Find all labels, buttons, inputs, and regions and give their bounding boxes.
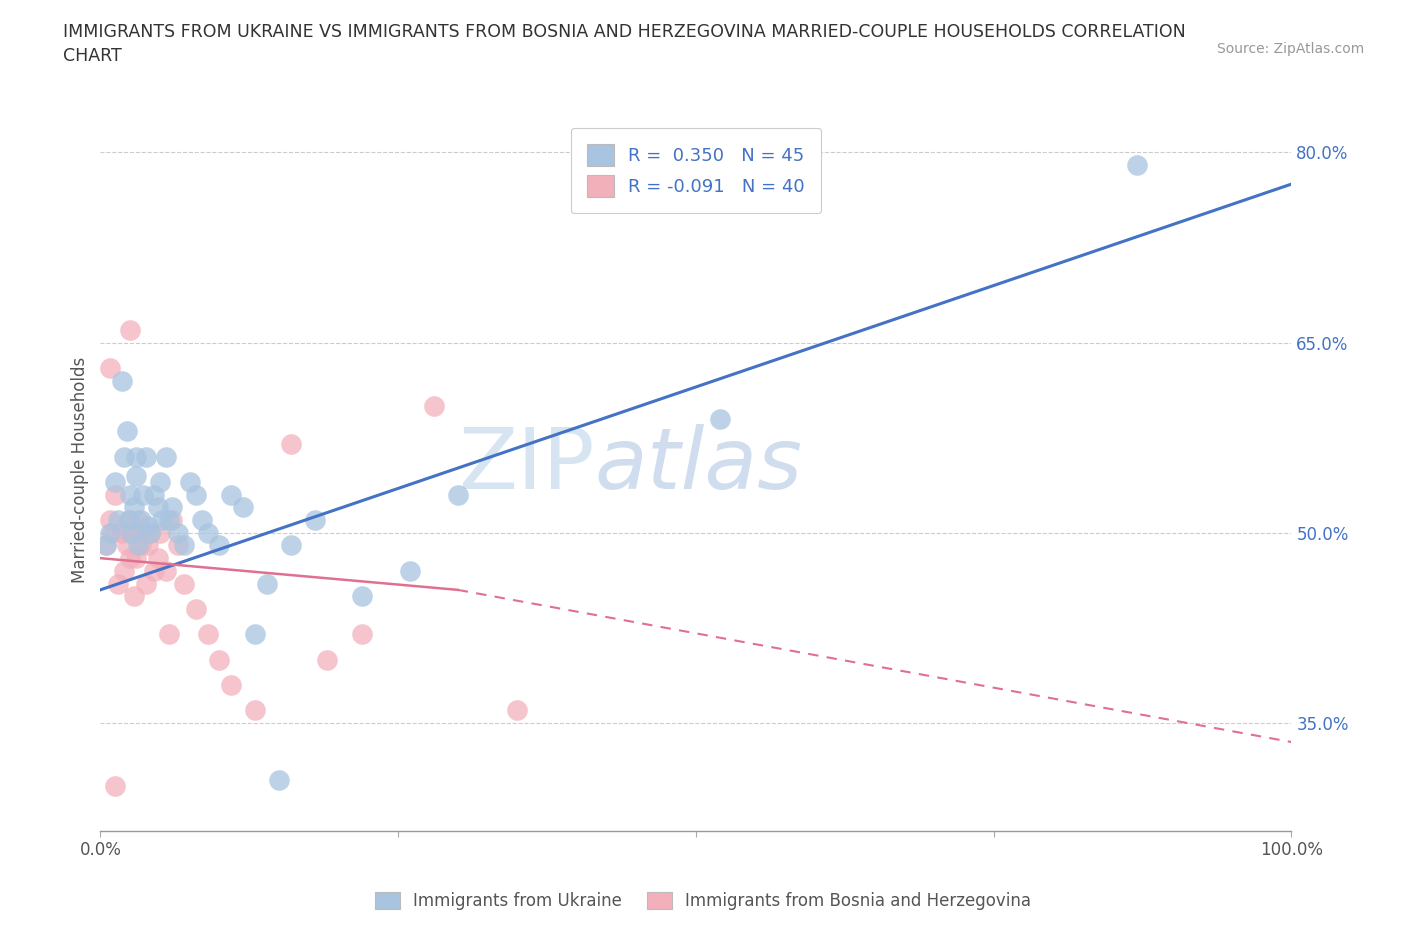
Point xyxy=(129,538,152,553)
Point xyxy=(256,576,278,591)
Point xyxy=(122,500,145,515)
Point xyxy=(96,538,118,553)
Point xyxy=(146,551,169,565)
Point xyxy=(221,487,243,502)
Point xyxy=(150,512,173,527)
Text: Source: ZipAtlas.com: Source: ZipAtlas.com xyxy=(1216,42,1364,56)
Point xyxy=(122,589,145,604)
Point xyxy=(173,576,195,591)
Point xyxy=(111,373,134,388)
Point xyxy=(155,449,177,464)
Text: ZIP: ZIP xyxy=(458,424,595,507)
Point xyxy=(127,512,149,527)
Point xyxy=(120,525,142,540)
Point xyxy=(315,652,337,667)
Point xyxy=(132,487,155,502)
Point xyxy=(184,487,207,502)
Point xyxy=(179,474,201,489)
Point xyxy=(159,627,181,642)
Point xyxy=(208,538,231,553)
Point xyxy=(107,576,129,591)
Point xyxy=(208,652,231,667)
Point xyxy=(399,564,422,578)
Point xyxy=(136,519,159,534)
Point xyxy=(127,538,149,553)
Point xyxy=(352,589,374,604)
Point xyxy=(197,627,219,642)
Text: atlas: atlas xyxy=(595,424,803,507)
Point xyxy=(115,424,138,439)
Point xyxy=(129,512,152,527)
Point xyxy=(352,627,374,642)
Point xyxy=(221,678,243,693)
Point xyxy=(149,525,172,540)
Point xyxy=(125,449,148,464)
Point xyxy=(136,538,159,553)
Point xyxy=(139,525,162,540)
Point xyxy=(245,703,267,718)
Point xyxy=(98,512,121,527)
Point xyxy=(135,449,157,464)
Point xyxy=(146,500,169,515)
Point xyxy=(160,512,183,527)
Point xyxy=(184,602,207,617)
Point xyxy=(98,525,121,540)
Point xyxy=(139,525,162,540)
Legend: R =  0.350   N = 45, R = -0.091   N = 40: R = 0.350 N = 45, R = -0.091 N = 40 xyxy=(571,127,821,214)
Point xyxy=(120,487,142,502)
Point xyxy=(197,525,219,540)
Point xyxy=(447,487,470,502)
Point xyxy=(115,538,138,553)
Point xyxy=(125,551,148,565)
Point xyxy=(709,411,731,426)
Point xyxy=(232,500,254,515)
Point xyxy=(506,703,529,718)
Point xyxy=(118,512,141,527)
Point xyxy=(125,469,148,484)
Point xyxy=(155,564,177,578)
Point xyxy=(96,538,118,553)
Point xyxy=(166,525,188,540)
Point xyxy=(304,512,326,527)
Point xyxy=(107,512,129,527)
Point xyxy=(120,551,142,565)
Point xyxy=(111,525,134,540)
Point xyxy=(118,512,141,527)
Point xyxy=(160,500,183,515)
Point xyxy=(112,449,135,464)
Point xyxy=(190,512,212,527)
Point xyxy=(142,564,165,578)
Point xyxy=(280,538,302,553)
Y-axis label: Married-couple Households: Married-couple Households xyxy=(72,356,89,582)
Point xyxy=(159,512,181,527)
Point xyxy=(104,474,127,489)
Point xyxy=(120,323,142,338)
Point xyxy=(267,773,290,788)
Point xyxy=(149,474,172,489)
Point xyxy=(101,525,124,540)
Point xyxy=(245,627,267,642)
Point xyxy=(135,576,157,591)
Point xyxy=(104,779,127,794)
Point xyxy=(280,436,302,451)
Point xyxy=(142,487,165,502)
Point xyxy=(112,564,135,578)
Point xyxy=(1125,157,1147,172)
Point xyxy=(104,487,127,502)
Legend: Immigrants from Ukraine, Immigrants from Bosnia and Herzegovina: Immigrants from Ukraine, Immigrants from… xyxy=(368,885,1038,917)
Point xyxy=(132,525,155,540)
Point xyxy=(166,538,188,553)
Point xyxy=(173,538,195,553)
Point xyxy=(98,361,121,376)
Point xyxy=(120,525,142,540)
Text: IMMIGRANTS FROM UKRAINE VS IMMIGRANTS FROM BOSNIA AND HERZEGOVINA MARRIED-COUPLE: IMMIGRANTS FROM UKRAINE VS IMMIGRANTS FR… xyxy=(63,23,1187,65)
Point xyxy=(423,399,446,414)
